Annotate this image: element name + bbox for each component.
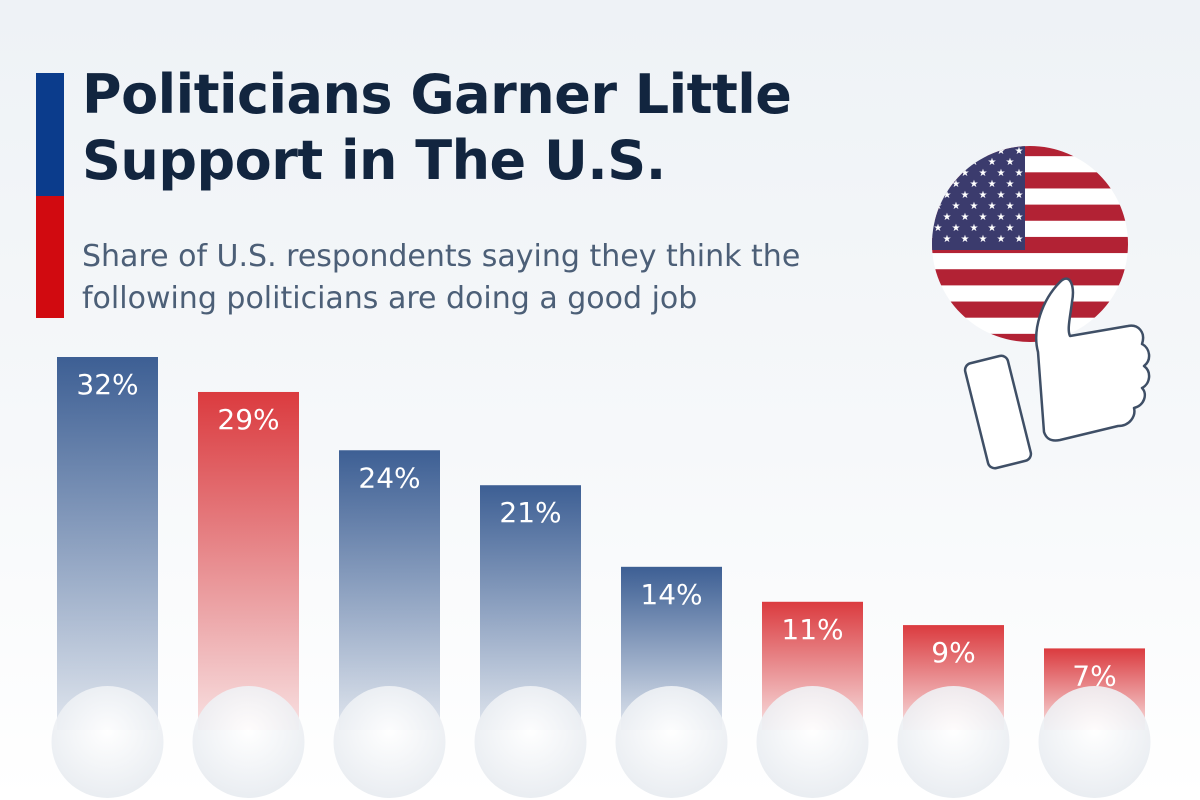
portrait-photo-icon [192, 686, 305, 798]
svg-text:★: ★ [970, 223, 979, 234]
svg-text:★: ★ [961, 212, 970, 223]
svg-text:★: ★ [943, 190, 952, 201]
bar-group: 21% [480, 485, 581, 730]
svg-text:★: ★ [952, 223, 961, 234]
bar [57, 357, 158, 730]
svg-text:★: ★ [979, 168, 988, 179]
portrait-photo-icon [756, 686, 869, 798]
portrait-photo-icon [474, 686, 587, 798]
svg-text:★: ★ [970, 179, 979, 190]
page-title: Politicians Garner Little Support in The… [82, 63, 792, 192]
bar-group: 29% [198, 391, 299, 730]
portrait-photo-icon [1038, 686, 1151, 798]
portrait-photo-icon [897, 686, 1010, 798]
bar-group: 32% [57, 357, 158, 730]
svg-text:★: ★ [1015, 146, 1024, 157]
svg-text:★: ★ [1006, 157, 1015, 168]
portrait-photo-icon [615, 686, 728, 798]
bar-group: 24% [339, 450, 440, 730]
accent-bar-red [36, 196, 64, 318]
bar-value-label: 32% [76, 368, 138, 401]
svg-text:★: ★ [997, 168, 1006, 179]
svg-text:★: ★ [997, 234, 1006, 245]
svg-text:★: ★ [925, 234, 934, 245]
portraits-layer [51, 686, 1151, 798]
svg-text:★: ★ [952, 179, 961, 190]
svg-text:★: ★ [934, 223, 943, 234]
bar-value-label: 9% [931, 636, 975, 669]
svg-text:★: ★ [1015, 190, 1024, 201]
accent-bar-blue [36, 73, 64, 196]
svg-text:★: ★ [961, 168, 970, 179]
svg-text:★: ★ [997, 212, 1006, 223]
svg-text:★: ★ [979, 234, 988, 245]
bars-layer: 32%29%24%21%14%11%9%7% [57, 357, 1145, 730]
svg-text:★: ★ [988, 201, 997, 212]
svg-text:★: ★ [1006, 223, 1015, 234]
svg-text:★: ★ [961, 234, 970, 245]
bar-value-label: 29% [217, 403, 279, 436]
svg-text:★: ★ [952, 201, 961, 212]
svg-text:★: ★ [1015, 212, 1024, 223]
bar [198, 391, 299, 730]
svg-text:★: ★ [970, 201, 979, 212]
svg-text:★: ★ [1015, 234, 1024, 245]
svg-text:★: ★ [1006, 201, 1015, 212]
svg-text:★: ★ [979, 190, 988, 201]
portrait-photo-icon [51, 686, 164, 798]
svg-text:★: ★ [988, 157, 997, 168]
svg-text:★: ★ [961, 190, 970, 201]
bar [339, 450, 440, 730]
svg-text:★: ★ [1006, 179, 1015, 190]
thumbs-up-icon [963, 277, 1151, 470]
svg-text:★: ★ [943, 212, 952, 223]
bar-value-label: 21% [499, 496, 561, 529]
title-accent-bar [36, 73, 64, 318]
svg-text:★: ★ [988, 223, 997, 234]
svg-text:★: ★ [1015, 168, 1024, 179]
svg-text:★: ★ [943, 234, 952, 245]
bar-value-label: 11% [781, 613, 843, 646]
bar-value-label: 14% [640, 578, 702, 611]
svg-text:★: ★ [997, 190, 1006, 201]
portrait-photo-icon [333, 686, 446, 798]
svg-text:★: ★ [997, 146, 1006, 157]
page-subtitle: Share of U.S. respondents saying they th… [82, 239, 801, 316]
illustration: ★ ★ ★ ★ ★ ★★ ★ ★ ★ ★★ ★ ★ ★ ★ ★★ ★ ★ ★ ★★ ★ ★ ★ ★ ★★ ★ ★ ★ ★★ ★ ★ ★ ★ ★★… [925, 146, 1151, 470]
bar-value-label: 24% [358, 461, 420, 494]
svg-text:★: ★ [988, 179, 997, 190]
svg-text:★: ★ [979, 212, 988, 223]
